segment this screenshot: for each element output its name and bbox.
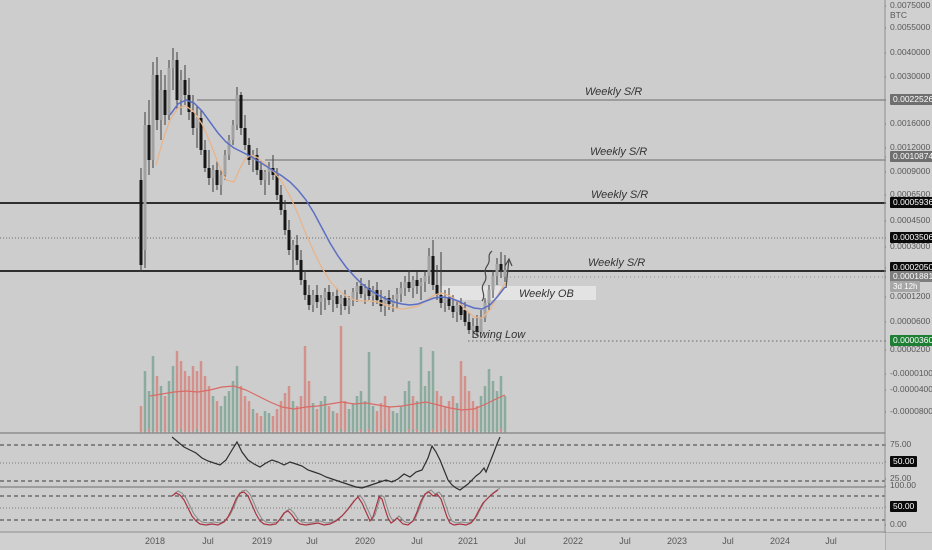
price-axis-label: 50.00 [890,501,918,512]
volume-ma-line [149,385,506,411]
time-axis-label: 2022 [562,536,584,546]
time-axis-label: Jul [411,536,423,546]
price-axis-label: 0.0016000 [890,118,931,128]
price-axis-label: 0.0030000 [890,71,931,81]
time-axis-label: Jul [619,536,631,546]
price-axis-label: 25.00 [890,473,912,483]
price-axis-label: 0.0000360 [890,335,932,346]
price-axis-label: 0.0006500 [890,189,931,199]
ma-fast-line [155,105,506,319]
price-axis-label: 0.0000600 [890,316,931,326]
price-axis-label: 0.0022526 [890,94,932,105]
price-axis-label: 3d 12h [890,281,921,292]
price-axis-label: 0.0000200 [890,344,931,354]
price-axis-label: 0.00 [890,519,907,529]
swing-low-label: Swing Low [472,329,526,341]
price-axis-label: 0.0040000 [890,47,931,57]
price-axis-label: 0.0001200 [890,291,931,301]
arrow-shaft[interactable] [505,258,510,289]
time-axis-label: 2021 [457,536,479,546]
price-axis-label: -0.0000800 [890,406,932,416]
time-axis-label: 2024 [769,536,791,546]
time-axis-label: Jul [825,536,837,546]
price-scale[interactable]: 0.0075000 BTC 0.0055000 0.0040000 0.0030000 0… [886,0,932,532]
price-axis-label: 0.0055000 [890,22,931,32]
price-axis-label: 0.0003506 [890,232,932,243]
price-axis-label: -0.0000100 [890,368,932,378]
sr-label: Weekly S/R [588,257,645,269]
volume-bars [139,326,507,431]
barcolor-strip [140,429,506,433]
price-axis-label: 0.0005936 [890,197,932,208]
sr-label: Weekly S/R [590,146,647,158]
price-axis-label: 0.0075000 [890,0,931,10]
weekly-ob-zone[interactable] [440,286,596,300]
time-axis-label: 2019 [251,536,273,546]
price-axis-label: 0.0002050 [890,262,932,273]
time-axis-label: 2020 [354,536,376,546]
rsi-line [171,436,501,491]
sr-label: Weekly S/R [591,189,648,201]
stoch-k-line [171,489,499,526]
price-axis-label: 50.00 [890,456,918,467]
time-axis-label: Jul [202,536,214,546]
price-axis-label: 0.0009000 [890,166,931,176]
price-axis-label: -0.0000400 [890,384,932,394]
time-axis-label: Jul [306,536,318,546]
drawn-squiggle-arrow[interactable] [481,250,493,302]
price-axis-label: 0.0010874 [890,151,932,162]
price-axis-label: 75.00 [890,439,912,449]
price-axis-label: 0.0004500 [890,215,931,225]
weekly-ob-label: Weekly OB [519,288,574,300]
sr-label: Weekly S/R [585,86,642,98]
price-axis-label: 100.00 [890,480,916,490]
time-axis-label: 2018 [144,536,166,546]
candles [139,48,507,338]
price-axis-label: 0.0003000 [890,241,931,251]
price-axis-label: BTC [890,10,907,20]
stoch-d-line [173,487,501,524]
arrow-head-icon [504,257,513,267]
time-axis-label: Jul [722,536,734,546]
price-axis-label: 0.0001881 [890,271,932,282]
ma-slow-line [169,99,506,310]
price-axis-label: 0.0012000 [890,142,931,152]
time-axis-label: Jul [514,536,526,546]
time-scale[interactable]: 2018 Jul 2019 Jul 2020 Jul 2021 Jul 2022 Jul 2023 J… [0,533,885,550]
time-axis-label: 2023 [666,536,688,546]
